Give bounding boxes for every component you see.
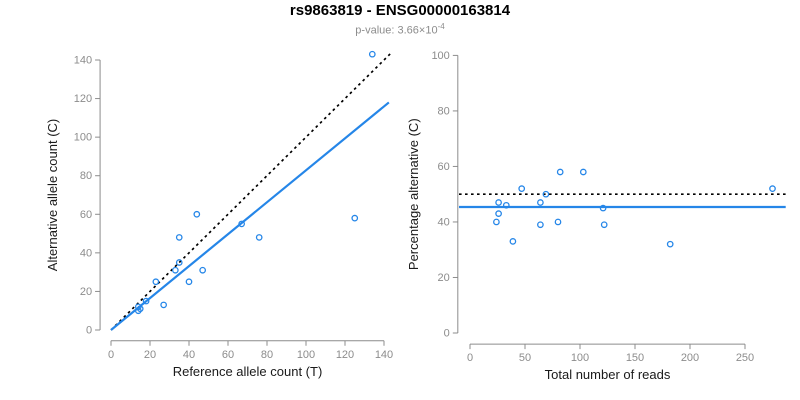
right-data-point [600,221,608,229]
left-data-point [368,50,376,58]
left-y-tick-label: 140 [74,54,92,66]
left-data-point [185,278,193,286]
right-data-point [502,201,510,209]
right-data-point [495,210,502,217]
right-data-point [769,185,776,192]
left-x-tick-label: 100 [297,349,315,361]
right-data-point [554,218,562,226]
right-y-tick-label: 40 [438,216,450,228]
left-data-point [255,234,263,241]
right-x-tick-label: 0 [467,352,473,364]
right-x-tick-label: 250 [736,352,754,364]
left-x-tick-label: 40 [183,349,195,361]
right-data-point [666,240,674,248]
left-data-point [152,278,160,286]
left-x-tick-label: 0 [108,349,114,361]
left-data-point [199,266,206,274]
left-data-point [193,210,201,218]
pvalue-exponent: -4 [437,22,445,31]
right-data-point [537,221,544,229]
right-y-tick-label: 100 [431,50,449,62]
left-data-point [160,301,167,309]
left-y-tick-label: 20 [80,286,92,298]
left-data-point [238,220,245,228]
right-x-tick-label: 50 [519,352,531,364]
left-y-tick-label: 100 [74,132,92,144]
left-data-point [134,303,142,311]
left-data-point [136,305,144,313]
left-x-tick-label: 140 [375,349,393,361]
right-data-point [518,185,526,192]
right-x-tick-label: 200 [681,352,699,364]
left-x-tick-label: 20 [144,349,156,361]
right-data-point [537,199,544,206]
right-x-tick-label: 150 [626,352,644,364]
right-y-axis-title: Percentage alternative (C) [406,118,421,270]
left-data-point [175,259,183,266]
right-data-point [495,199,502,206]
left-x-tick-label: 80 [261,349,273,361]
left-x-tick-label: 60 [222,349,234,361]
right-y-tick-label: 20 [438,272,450,284]
right-data-point [579,168,587,176]
left-data-point [351,214,359,222]
left-y-tick-label: 80 [80,170,92,182]
right-y-tick-label: 0 [444,328,450,340]
left-y-tick-label: 120 [74,93,92,105]
right-data-point [599,204,607,212]
right-data-point [556,168,564,176]
plot-header: rs9863819 - ENSG00000163814 p-value: 3.6… [0,2,800,38]
left-x-axis-title: Reference allele count (T) [173,364,323,379]
left-regression-line [110,101,390,331]
left-y-tick-label: 0 [86,325,92,337]
right-data-point [542,190,550,198]
left-data-point [142,297,150,305]
right-x-axis-title: Total number of reads [545,367,671,382]
left-y-axis-title: Alternative allele count (C) [45,119,60,271]
right-y-tick-label: 60 [438,161,450,173]
plot-subtitle: p-value: 3.66×10-4 [0,20,800,38]
pvalue-text: p-value: 3.66×10 [355,24,438,37]
right-y-tick-label: 80 [438,105,450,117]
left-x-tick-label: 120 [336,349,354,361]
right-x-tick-label: 100 [571,352,589,364]
right-data-point [509,238,517,245]
left-data-point [175,234,183,241]
left-y-tick-label: 60 [80,209,92,221]
left-y-tick-label: 40 [80,247,92,259]
plot-title: rs9863819 - ENSG00000163814 [289,2,511,19]
right-data-point [493,218,500,226]
left-identity-line [110,52,392,331]
left-data-point [172,266,179,274]
left-data-point [134,307,142,315]
